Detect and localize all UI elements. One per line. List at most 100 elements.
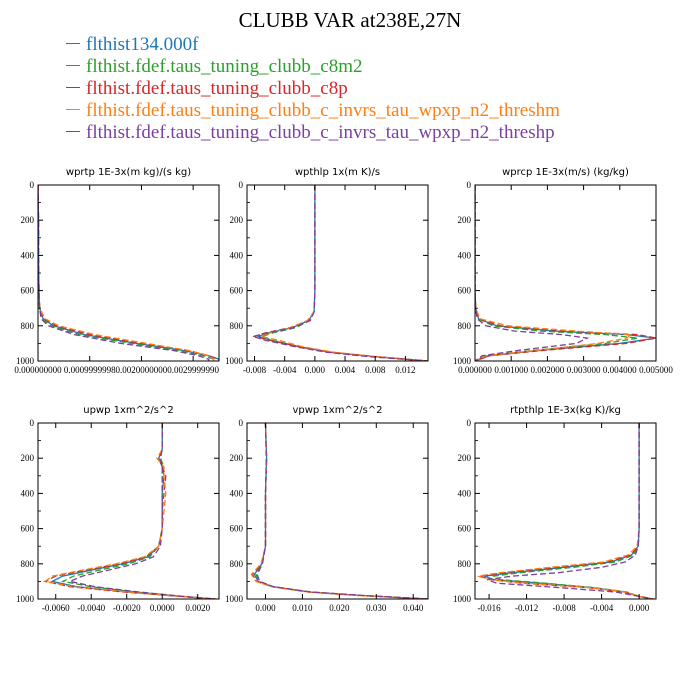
- x-tick-label: -0.012: [515, 603, 538, 613]
- legend-label: flthist.fdef.taus_tuning_clubb_c_invrs_t…: [86, 122, 555, 143]
- y-tick-label: 600: [230, 286, 244, 296]
- series-line: [60, 423, 216, 599]
- y-tick-label: 600: [230, 524, 244, 534]
- x-tick-label: 0.000000000: [14, 365, 62, 375]
- y-tick-label: 1000: [453, 356, 472, 366]
- x-tick-label: 0.002000: [531, 365, 565, 375]
- legend-label: flthist.fdef.taus_tuning_clubb_c8m2: [86, 56, 363, 77]
- series-line: [260, 185, 428, 361]
- series-line: [475, 185, 633, 361]
- y-tick-label: 200: [230, 453, 244, 463]
- plot-frame: [246, 422, 429, 600]
- legend-entry: flthist.fdef.taus_tuning_clubb_c_invrs_t…: [66, 122, 560, 144]
- y-tick-label: 400: [230, 488, 244, 498]
- x-tick-label: 0.020: [329, 603, 350, 613]
- x-tick-label: 0.0000: [150, 603, 175, 613]
- legend-entry: flthist.fdef.taus_tuning_clubb_c8m2: [66, 56, 560, 78]
- panel: vpwp 1xm^2/s^2 0 200 400 600 800 1000 0.000 0.01…: [225, 405, 429, 613]
- y-tick-label: 0: [239, 418, 244, 428]
- y-tick-label: 800: [230, 321, 244, 331]
- series-line: [43, 423, 216, 599]
- x-tick-label: 0.000: [629, 603, 650, 613]
- x-tick-label: 0.0020000000: [116, 365, 168, 375]
- y-tick-label: 600: [458, 524, 472, 534]
- x-tick-label: 0.001000: [494, 365, 528, 375]
- x-tick-label: -0.004: [273, 365, 297, 375]
- x-tick-label: 0.012: [395, 365, 415, 375]
- panel: wprtp 1E-3x(m kg)/(s kg) 0 200 400 600 800 100…: [14, 167, 219, 375]
- panel: upwp 1xm^2/s^2 0 200 400 600 800 1000 -0.0060 -0…: [16, 405, 220, 613]
- y-tick-label: 0: [30, 180, 35, 190]
- series-line: [38, 185, 219, 361]
- y-tick-label: 1000: [16, 356, 35, 366]
- x-tick-label: -0.0020: [113, 603, 141, 613]
- y-tick-label: 800: [21, 321, 35, 331]
- y-tick-label: 800: [458, 559, 472, 569]
- y-tick-label: 800: [230, 559, 244, 569]
- y-tick-label: 600: [21, 286, 35, 296]
- series-line: [38, 185, 215, 361]
- y-tick-label: 0: [239, 180, 244, 190]
- x-tick-label: -0.008: [243, 365, 267, 375]
- y-tick-label: 600: [458, 286, 472, 296]
- x-tick-label: 0.004: [335, 365, 356, 375]
- panel-title: wpthlp 1x(m K)/s: [295, 167, 380, 178]
- x-tick-label: -0.0040: [77, 603, 105, 613]
- series-line: [255, 423, 428, 599]
- x-tick-label: 0.008: [365, 365, 386, 375]
- series-line: [50, 423, 216, 599]
- x-tick-label: 0.005000: [639, 365, 673, 375]
- x-tick-label: 0.000: [305, 365, 326, 375]
- y-tick-label: 200: [21, 215, 35, 225]
- series-line: [475, 185, 590, 361]
- y-tick-label: 200: [21, 453, 35, 463]
- y-tick-label: 1000: [453, 594, 472, 604]
- y-tick-label: 200: [458, 215, 472, 225]
- panel-title: rtpthlp 1E-3x(kg K)/kg: [510, 405, 621, 416]
- series-line: [475, 185, 656, 361]
- panel: rtpthlp 1E-3x(kg K)/kg02004006008001000-…: [453, 405, 657, 613]
- series-line: [477, 423, 654, 599]
- series-line: [67, 423, 216, 599]
- series-line: [38, 185, 219, 361]
- legend-line-swatch: [66, 109, 80, 111]
- legend-label: flthist.fdef.taus_tuning_clubb_c_invrs_t…: [86, 100, 560, 121]
- panel-title: wprtp 1E-3x(m kg)/(s kg): [66, 167, 191, 178]
- x-tick-label: -0.008: [552, 603, 576, 613]
- legend-line-swatch: [66, 65, 80, 67]
- y-tick-label: 400: [458, 250, 472, 260]
- y-tick-label: 800: [21, 559, 35, 569]
- y-tick-label: 400: [458, 488, 472, 498]
- y-tick-label: 200: [230, 215, 244, 225]
- legend-label: flthist.fdef.taus_tuning_clubb_c8p: [86, 78, 348, 99]
- plot-frame: [37, 422, 220, 600]
- x-tick-label: 0.030: [366, 603, 387, 613]
- y-tick-label: 1000: [225, 594, 244, 604]
- panel-title: upwp 1xm^2/s^2: [83, 405, 173, 416]
- series-line: [250, 423, 428, 599]
- figure-title: CLUBB VAR at238E,27N: [238, 8, 462, 32]
- panel-title: wprcp 1E-3x(m/s) (kg/kg): [502, 167, 629, 178]
- legend-line-swatch: [66, 43, 80, 45]
- y-tick-label: 400: [21, 250, 35, 260]
- plot-frame: [37, 184, 220, 362]
- series-line: [256, 185, 428, 361]
- plot-frame: [246, 184, 429, 362]
- y-tick-label: 600: [21, 524, 35, 534]
- x-tick-label: 0.003000: [567, 365, 601, 375]
- series-line: [38, 185, 215, 361]
- x-tick-label: 0.0029999990: [167, 365, 219, 375]
- x-tick-label: 0.010: [292, 603, 313, 613]
- panel-title: vpwp 1xm^2/s^2: [292, 405, 382, 416]
- legend-label: flthist134.000f: [86, 34, 199, 55]
- y-tick-label: 0: [30, 418, 35, 428]
- y-tick-label: 800: [458, 321, 472, 331]
- y-tick-label: 400: [21, 488, 35, 498]
- x-tick-label: 0.004000: [603, 365, 637, 375]
- series-line: [479, 423, 654, 599]
- x-tick-label: 0.0020: [185, 603, 210, 613]
- legend-line-swatch: [66, 131, 80, 133]
- series-line: [256, 423, 428, 599]
- y-tick-label: 0: [467, 180, 472, 190]
